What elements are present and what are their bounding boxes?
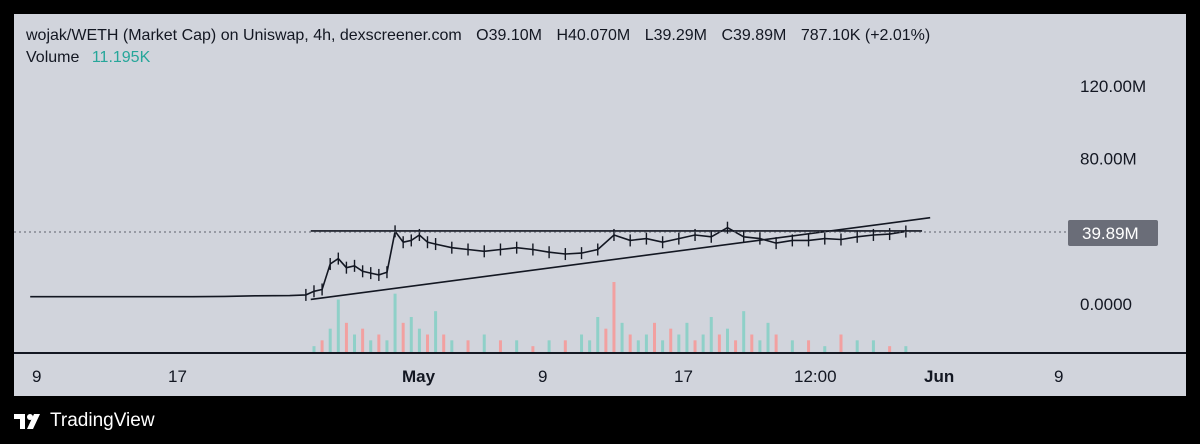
volume-bar bbox=[871, 340, 875, 352]
volume-bar bbox=[750, 334, 754, 352]
volume-bar bbox=[353, 334, 357, 352]
volume-bar bbox=[790, 340, 794, 352]
ohlc-open: O39.10M bbox=[476, 27, 542, 44]
volume-bar bbox=[482, 334, 486, 352]
chart-canvas[interactable]: 120.00M 80.00M 0.0000 39.89M 9 17 May 9 17 12:0… bbox=[14, 14, 1186, 396]
x-axis[interactable]: 9 17 May 9 17 12:00 Jun 9 bbox=[32, 367, 1063, 386]
volume-bar bbox=[604, 328, 608, 352]
volume-bar bbox=[377, 334, 381, 352]
volume-bar bbox=[393, 293, 397, 352]
x-tick-label: 17 bbox=[168, 367, 187, 386]
volume-bar bbox=[758, 340, 762, 352]
ohlc-close: C39.89M bbox=[721, 27, 787, 44]
volume-bar bbox=[580, 334, 584, 352]
volume-bar bbox=[361, 328, 365, 352]
volume-bar bbox=[401, 322, 405, 352]
chart-title: wojak/WETH (Market Cap) on Uniswap, 4h, … bbox=[26, 27, 462, 44]
ohlc-high: H40.070M bbox=[556, 27, 631, 44]
volume-bar bbox=[661, 340, 665, 352]
volume-bar bbox=[766, 322, 770, 352]
volume-bar bbox=[425, 334, 429, 352]
volume-bar bbox=[409, 317, 413, 352]
volume-bar bbox=[588, 340, 592, 352]
volume-bar bbox=[888, 346, 892, 352]
volume-bar bbox=[450, 340, 454, 352]
volume-bar bbox=[612, 282, 616, 352]
y-tick-label: 120.00M bbox=[1080, 77, 1146, 96]
volume-bar bbox=[693, 340, 697, 352]
volume-bar bbox=[734, 340, 738, 352]
volume-bar bbox=[328, 328, 332, 352]
volume-bar bbox=[717, 334, 721, 352]
volume-bar bbox=[701, 334, 705, 352]
volume-bar bbox=[774, 334, 778, 352]
volume-bar bbox=[628, 334, 632, 352]
volume-bar bbox=[839, 334, 843, 352]
x-tick-label: 17 bbox=[674, 367, 693, 386]
volume-bar bbox=[547, 340, 551, 352]
volume-bars bbox=[312, 282, 908, 352]
volume-bar bbox=[336, 299, 340, 352]
volume-bar bbox=[531, 346, 535, 352]
volume-bar bbox=[644, 334, 648, 352]
current-price-label: 39.89M bbox=[1082, 224, 1139, 243]
volume-bar bbox=[320, 340, 324, 352]
volume-bar bbox=[466, 340, 470, 352]
ohlc-change: 787.10K (+2.01%) bbox=[800, 27, 931, 44]
volume-bar bbox=[596, 317, 600, 352]
volume-bar bbox=[685, 322, 689, 352]
price-series bbox=[30, 221, 907, 301]
chart-panel[interactable]: 120.00M 80.00M 0.0000 39.89M 9 17 May 9 17 12:0… bbox=[14, 14, 1186, 396]
x-tick-label: May bbox=[402, 367, 436, 386]
volume-bar bbox=[904, 346, 908, 352]
volume-bar bbox=[434, 311, 438, 352]
volume-bar bbox=[312, 346, 316, 352]
y-tick-label: 0.0000 bbox=[1080, 295, 1132, 314]
volume-bar bbox=[563, 340, 567, 352]
x-tick-label: 9 bbox=[538, 367, 547, 386]
x-tick-label: 9 bbox=[32, 367, 41, 386]
x-tick-label: 12:00 bbox=[794, 367, 837, 386]
chart-legend: wojak/WETH (Market Cap) on Uniswap, 4h, … bbox=[26, 26, 930, 68]
volume-bar bbox=[742, 311, 746, 352]
x-tick-label: Jun bbox=[924, 367, 954, 386]
volume-bar bbox=[344, 322, 348, 352]
volume-bar bbox=[515, 340, 519, 352]
trendline-support bbox=[310, 216, 931, 301]
volume-bar bbox=[620, 322, 624, 352]
tradingview-logo-icon[interactable] bbox=[14, 410, 44, 432]
volume-bar bbox=[725, 328, 729, 352]
volume-label: Volume bbox=[26, 49, 80, 66]
volume-bar bbox=[653, 322, 657, 352]
volume-bar bbox=[442, 334, 446, 352]
footer: TradingView bbox=[14, 406, 155, 436]
volume-bar bbox=[807, 340, 811, 352]
volume-bar bbox=[636, 340, 640, 352]
volume-bar bbox=[669, 328, 673, 352]
ohlc-low: L39.29M bbox=[644, 27, 707, 44]
volume-bar bbox=[855, 340, 859, 352]
volume-bar bbox=[498, 340, 502, 352]
volume-bar bbox=[677, 334, 681, 352]
y-tick-label: 80.00M bbox=[1080, 150, 1137, 169]
volume-bar bbox=[385, 340, 389, 352]
current-price-tag: 39.89M bbox=[1068, 220, 1158, 246]
volume-bar bbox=[369, 340, 373, 352]
trendlines bbox=[310, 216, 931, 301]
volume-bar bbox=[417, 328, 421, 352]
x-tick-label: 9 bbox=[1054, 367, 1063, 386]
volume-value: 11.195K bbox=[91, 49, 151, 66]
y-axis[interactable]: 120.00M 80.00M 0.0000 bbox=[1080, 77, 1146, 314]
volume-bar bbox=[709, 317, 713, 352]
tradingview-brand[interactable]: TradingView bbox=[50, 410, 155, 431]
volume-bar bbox=[823, 346, 827, 352]
